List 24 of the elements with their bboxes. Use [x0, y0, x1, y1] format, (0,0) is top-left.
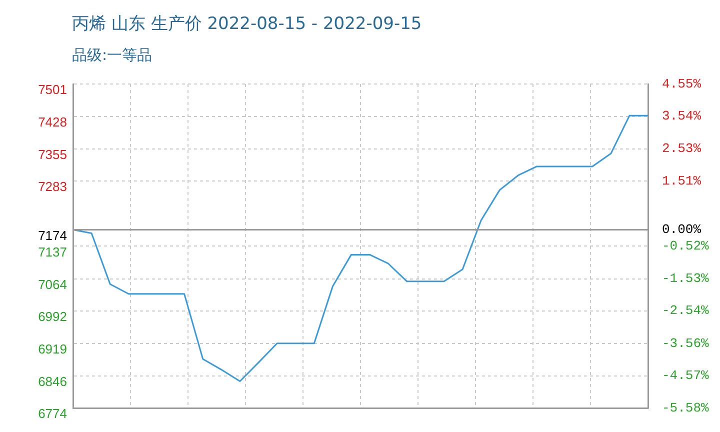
- y-tick-label: 6846: [38, 374, 67, 389]
- y-tick-label: 7064: [38, 276, 67, 292]
- chart-subtitle: 品级:一等品: [72, 46, 152, 65]
- y2-tick-label: 2.53%: [662, 141, 702, 156]
- y-tick-label: 6774: [38, 406, 67, 422]
- y2-tick-label: -1.53%: [662, 270, 710, 286]
- y-tick-label: 7428: [38, 114, 67, 130]
- y2-tick-label: 1.51%: [662, 174, 702, 189]
- chart-title: 丙烯 山东 生产价 2022-08-15 - 2022-09-15: [72, 13, 422, 35]
- y2-tick-label: 3.54%: [662, 108, 702, 124]
- y-tick-label: 7283: [38, 179, 67, 194]
- y-tick-label: 7174: [38, 228, 67, 243]
- y-tick-label: 7501: [38, 82, 67, 98]
- y-tick-label: 6992: [38, 308, 67, 324]
- y-tick-label: 7355: [38, 147, 67, 162]
- y2-tick-label: -5.58%: [662, 400, 710, 416]
- y2-tick-label: -2.54%: [662, 303, 710, 318]
- y2-tick-label: -4.57%: [662, 368, 710, 384]
- y2-tick-label: 4.55%: [662, 76, 702, 92]
- y-tick-label: 7137: [38, 244, 67, 260]
- y2-tick-label: -3.56%: [662, 336, 710, 351]
- y-tick-label: 6919: [38, 341, 67, 356]
- y2-tick-label: 0.00%: [662, 222, 702, 237]
- y2-tick-label: -0.52%: [662, 238, 710, 254]
